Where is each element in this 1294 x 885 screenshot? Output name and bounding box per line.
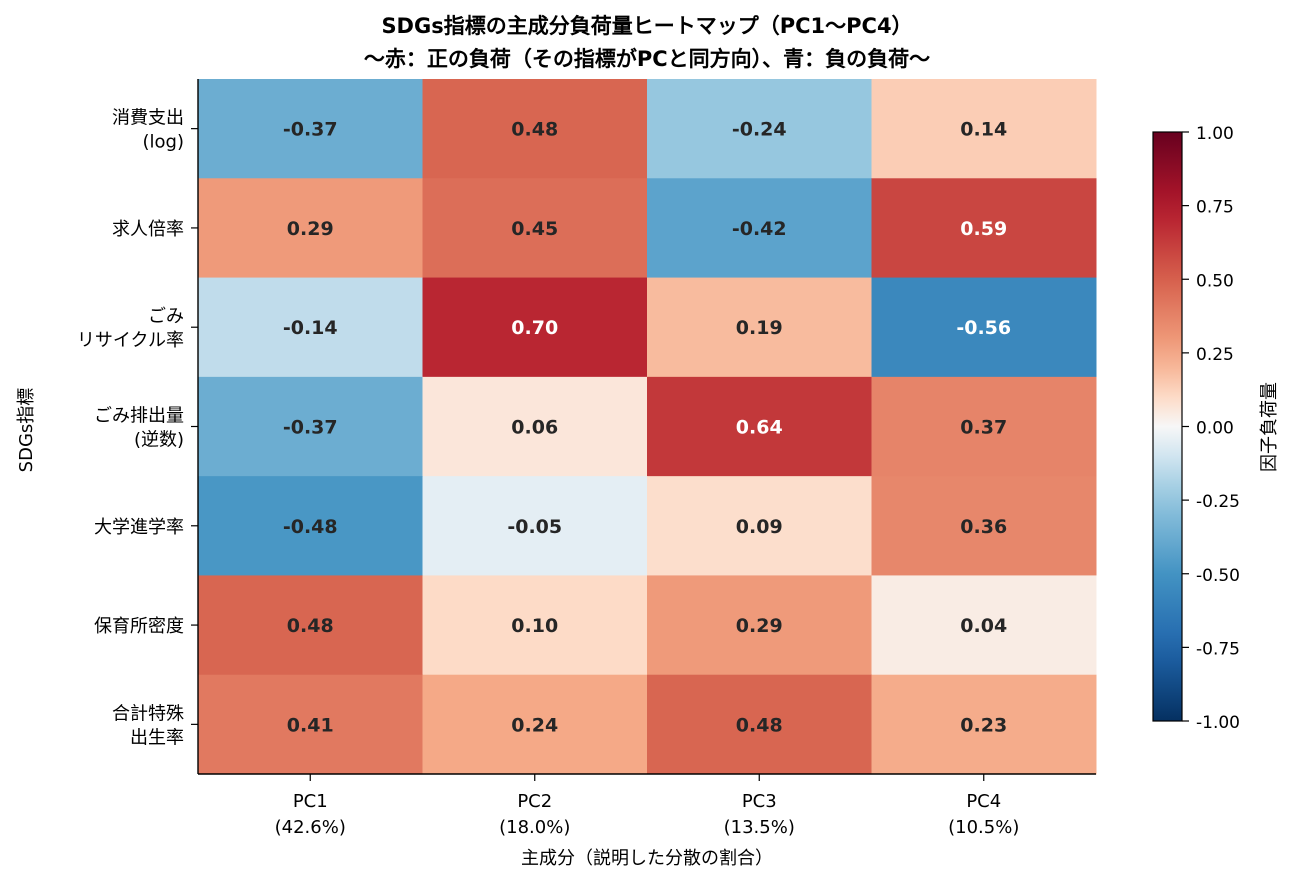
- cell-value-label: 0.23: [960, 714, 1007, 736]
- cell-value-label: 0.29: [287, 218, 334, 240]
- cell-value-label: -0.42: [732, 218, 787, 240]
- colorbar-gradient: [1152, 131, 1183, 722]
- heatmap-cell: [198, 277, 423, 378]
- heatmap-cell: [647, 376, 872, 477]
- heatmap-cell: [647, 178, 872, 279]
- cell-value-label: -0.37: [283, 119, 338, 141]
- heatmap-cell: [871, 575, 1097, 676]
- heatmap-cell: [198, 79, 423, 179]
- cell-value-label: -0.48: [283, 516, 338, 538]
- heatmap-cell: [198, 674, 423, 775]
- y-tick-label: ごみ排出量: [94, 406, 184, 427]
- heatmap-cell: [422, 674, 648, 775]
- x-tick-variance-label: (18.0%): [499, 817, 570, 838]
- x-tick-label: PC3: [742, 791, 777, 812]
- x-tick-labels: PC1 (42.6%) PC2 (18.0%) PC3 (13.5%) PC4 (10.5%): [275, 774, 1019, 838]
- colorbar: 1.00 0.75 0.50 0.25 0.00 -0.25 -0.50 -0.75 -1.00: [1152, 124, 1240, 733]
- heatmap-cell: [871, 674, 1097, 775]
- colorbar-tick-label: 0.25: [1196, 345, 1234, 365]
- cell-value-label: -0.05: [507, 516, 562, 538]
- heatmap-cell: [422, 575, 648, 676]
- cell-value-label: 0.70: [511, 317, 558, 339]
- cell-value-label: 0.48: [511, 119, 558, 141]
- cell-value-label: 0.14: [960, 119, 1007, 141]
- heatmap-cell: [198, 178, 423, 279]
- heatmap-cell: [422, 178, 648, 279]
- y-axis-label: SDGs指標: [16, 388, 37, 473]
- heatmap-cell: [647, 575, 872, 676]
- cell-value-label: 0.37: [960, 417, 1007, 439]
- cell-value-label: 0.59: [960, 218, 1007, 240]
- heatmap-cell: [647, 674, 872, 775]
- heatmap-cell: [422, 376, 648, 477]
- x-tick-label: PC1: [293, 791, 328, 812]
- colorbar-tick-label: -0.75: [1196, 639, 1240, 659]
- x-tick-variance-label: (10.5%): [948, 817, 1019, 838]
- heatmap-cell: [198, 376, 423, 477]
- chart-title-line-1: SDGs指標の主成分負荷量ヒートマップ（PC1〜PC4）: [381, 14, 912, 38]
- cell-value-label: 0.04: [960, 615, 1007, 637]
- colorbar-tick-label: -0.50: [1196, 566, 1240, 586]
- cell-value-label: 0.24: [511, 714, 558, 736]
- heatmap-cell: [198, 575, 423, 676]
- heatmap-cell: [647, 476, 872, 576]
- cell-value-label: 0.09: [736, 516, 783, 538]
- y-tick-label: 出生率: [130, 727, 184, 748]
- heatmap-cell: [871, 277, 1097, 378]
- heatmap-cell: [422, 277, 648, 378]
- cell-value-label: -0.56: [956, 317, 1011, 339]
- x-tick-label: PC4: [966, 791, 1001, 812]
- heatmap-cell: [422, 476, 648, 576]
- chart-title-line-2: 〜赤：正の負荷（その指標がPCと同方向）、青：負の負荷〜: [364, 47, 930, 71]
- cell-value-label: 0.06: [511, 417, 558, 439]
- y-tick-label: リサイクル率: [77, 330, 184, 351]
- colorbar-tick-label: 0.50: [1196, 271, 1234, 291]
- heatmap-cell: [647, 277, 872, 378]
- colorbar-tick-label: 0.00: [1196, 419, 1234, 439]
- x-tick-label: PC2: [517, 791, 552, 812]
- colorbar-tick-label: 0.75: [1196, 198, 1234, 218]
- y-tick-label: (log): [143, 132, 184, 153]
- y-tick-label: 保育所密度: [94, 616, 184, 637]
- cell-value-label: 0.64: [736, 417, 783, 439]
- heatmap-cells: -0.37 0.48 -0.24 0.14 0.29 0.45 -0.42 0.59 -0.14…: [198, 79, 1097, 775]
- x-tick-variance-label: (42.6%): [275, 817, 346, 838]
- cell-value-label: -0.37: [283, 417, 338, 439]
- y-tick-label: ごみ: [148, 306, 184, 327]
- colorbar-tick-label: -1.00: [1196, 713, 1240, 733]
- heatmap-cell: [198, 476, 423, 576]
- colorbar-tick-label: 1.00: [1196, 124, 1234, 144]
- y-tick-label: 求人倍率: [112, 219, 184, 240]
- x-tick-variance-label: (13.5%): [724, 817, 795, 838]
- y-tick-label: (逆数): [134, 430, 184, 451]
- heatmap-cell: [871, 178, 1097, 279]
- x-axis-label: 主成分（説明した分散の割合）: [521, 848, 773, 869]
- colorbar-label: 因子負荷量: [1259, 382, 1280, 472]
- cell-value-label: 0.41: [287, 714, 334, 736]
- heatmap-cell: [871, 476, 1097, 576]
- cell-value-label: 0.36: [960, 516, 1007, 538]
- cell-value-label: 0.45: [511, 218, 558, 240]
- cell-value-label: 0.48: [287, 615, 334, 637]
- cell-value-label: 0.19: [736, 317, 783, 339]
- cell-value-label: 0.48: [736, 714, 783, 736]
- cell-value-label: -0.14: [283, 317, 338, 339]
- heatmap-cell: [647, 79, 872, 179]
- y-tick-label: 大学進学率: [94, 517, 184, 538]
- cell-value-label: -0.24: [732, 119, 787, 141]
- y-tick-label: 合計特殊: [112, 703, 184, 724]
- colorbar-tick-label: -0.25: [1196, 492, 1240, 512]
- cell-value-label: 0.10: [511, 615, 558, 637]
- y-tick-label: 消費支出: [112, 108, 184, 129]
- heatmap-cell: [871, 376, 1097, 477]
- heatmap-cell: [422, 79, 648, 179]
- heatmap-cell: [871, 79, 1097, 179]
- cell-value-label: 0.29: [736, 615, 783, 637]
